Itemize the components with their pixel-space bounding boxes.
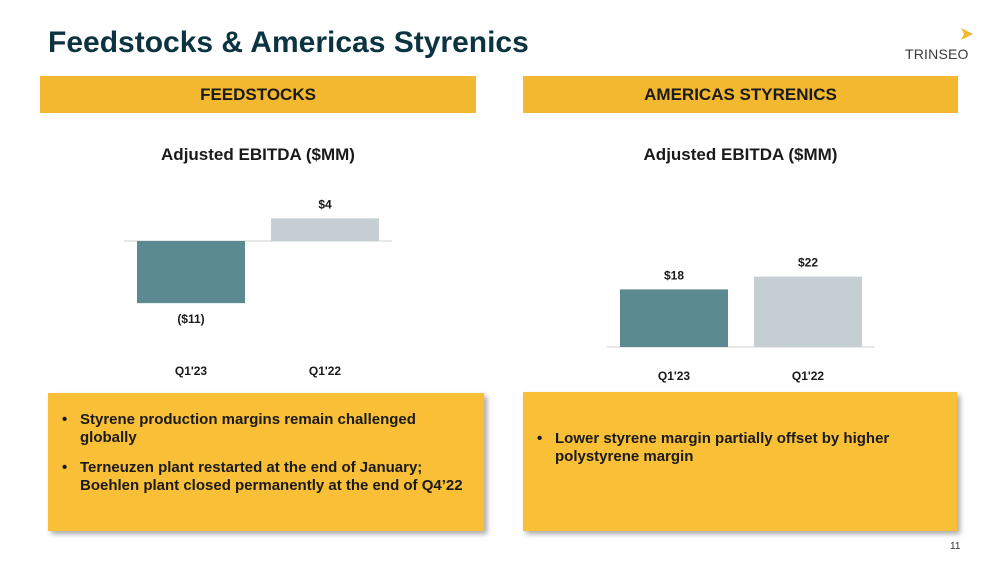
bar (137, 241, 245, 304)
feedstocks-bullet-box: Styrene production margins remain challe… (48, 393, 484, 531)
americas-styrenics-bullet-list: Lower styrene margin partially offset by… (537, 430, 939, 466)
feedstocks-bullet-list: Styrene production margins remain challe… (62, 411, 466, 495)
bar (754, 276, 862, 347)
chevron-logo-icon (961, 28, 973, 40)
feedstocks-bullet: Terneuzen plant restarted at the end of … (62, 459, 466, 495)
logo-text: TRINSEO (905, 46, 969, 62)
bar (271, 218, 379, 241)
page-title: Feedstocks & Americas Styrenics (48, 26, 529, 59)
americas-styrenics-header: AMERICAS STYRENICS (523, 76, 958, 113)
page-number: 11 (950, 541, 961, 552)
americas-styrenics-chart-title: Adjusted EBITDA ($MM) (643, 145, 838, 164)
bar (620, 289, 728, 347)
feedstocks-chart: ($11) Q1'23 $4 Q1'22 (124, 197, 392, 378)
category-label: Q1'22 (792, 369, 825, 383)
feedstocks-header: FEEDSTOCKS (40, 76, 476, 113)
americas-styrenics-chart: $18 Q1'23 $22 Q1'22 (607, 256, 875, 383)
data-label: $18 (664, 268, 684, 282)
data-label: ($11) (177, 312, 204, 326)
category-label: Q1'22 (309, 364, 342, 378)
data-label: $22 (798, 256, 818, 270)
americas-styrenics-bullet: Lower styrene margin partially offset by… (537, 430, 939, 466)
category-label: Q1'23 (658, 369, 691, 383)
category-label: Q1'23 (175, 364, 208, 378)
feedstocks-chart-title: Adjusted EBITDA ($MM) (161, 145, 355, 164)
americas-styrenics-bullet-box: Lower styrene margin partially offset by… (523, 392, 957, 531)
feedstocks-bullet: Styrene production margins remain challe… (62, 411, 466, 447)
trinseo-logo: TRINSEO (905, 24, 977, 64)
data-label: $4 (318, 197, 332, 211)
